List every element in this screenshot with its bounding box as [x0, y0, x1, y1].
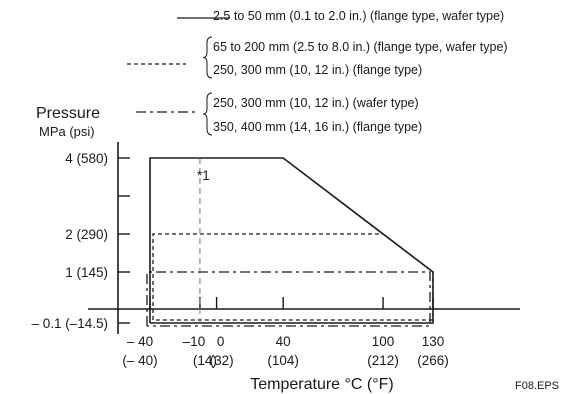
x-tick-sublabel-5: (266) — [417, 353, 449, 368]
legend-entry-dash-dot-0: 250, 300 mm (10, 12 in.) (wafer type) — [213, 96, 419, 110]
legend-entry-dashed-1: 250, 300 mm (10, 12 in.) (flange type) — [213, 63, 422, 77]
x-tick-label-1: –10 — [183, 334, 206, 349]
y-axis-title: Pressure — [36, 105, 100, 122]
labels: *1 Pressure MPa (psi) Temperature °C (°F) F0… — [36, 105, 559, 393]
y-axis-unit: MPa (psi) — [39, 124, 95, 139]
annotation-label: *1 — [197, 168, 210, 183]
y-tick-label-0: 4 (580) — [65, 151, 108, 166]
x-tick-sublabel-1: (14) — [193, 353, 217, 368]
x-axis-title: Temperature °C (°F) — [250, 376, 394, 393]
x-tick-label-3: 40 — [276, 334, 291, 349]
figure-id: F08.EPS — [515, 380, 559, 392]
x-tick-sublabel-4: (212) — [367, 353, 399, 368]
x-tick-label-2: 0 — [217, 334, 225, 349]
x-tick-sublabel-3: (104) — [267, 353, 299, 368]
axes: 4 (580) 2 (290) 1 (145) – 0.1 (–14.5) – 40 (–… — [31, 142, 520, 368]
y-tick-label-2: 1 (145) — [65, 265, 108, 280]
series-line-solid — [149, 157, 434, 324]
x-tick-sublabel-2: (32) — [210, 353, 234, 368]
legend-brace — [202, 36, 213, 79]
x-tick-sublabel-0: (– 40) — [122, 353, 157, 368]
legend-brace — [202, 92, 213, 136]
series-group — [146, 157, 434, 327]
legend-entry-dashed-0: 65 to 200 mm (2.5 to 8.0 in.) (flange ty… — [213, 40, 508, 54]
y-tick-label-3: – 0.1 (–14.5) — [31, 316, 108, 331]
x-tick-label-0: – 40 — [127, 334, 153, 349]
y-tick-label-1: 2 (290) — [65, 227, 108, 242]
series-line-dashed — [152, 233, 434, 321]
legend: 2.5 to 50 mm (0.1 to 2.0 in.) (flange ty… — [127, 9, 508, 136]
x-tick-label-4: 100 — [372, 334, 395, 349]
legend-entry-solid-0: 2.5 to 50 mm (0.1 to 2.0 in.) (flange ty… — [213, 9, 504, 23]
series-line-dash-dot — [146, 271, 431, 327]
x-tick-label-5: 130 — [422, 334, 445, 349]
legend-entry-dash-dot-1: 350, 400 mm (14, 16 in.) (flange type) — [213, 120, 422, 134]
